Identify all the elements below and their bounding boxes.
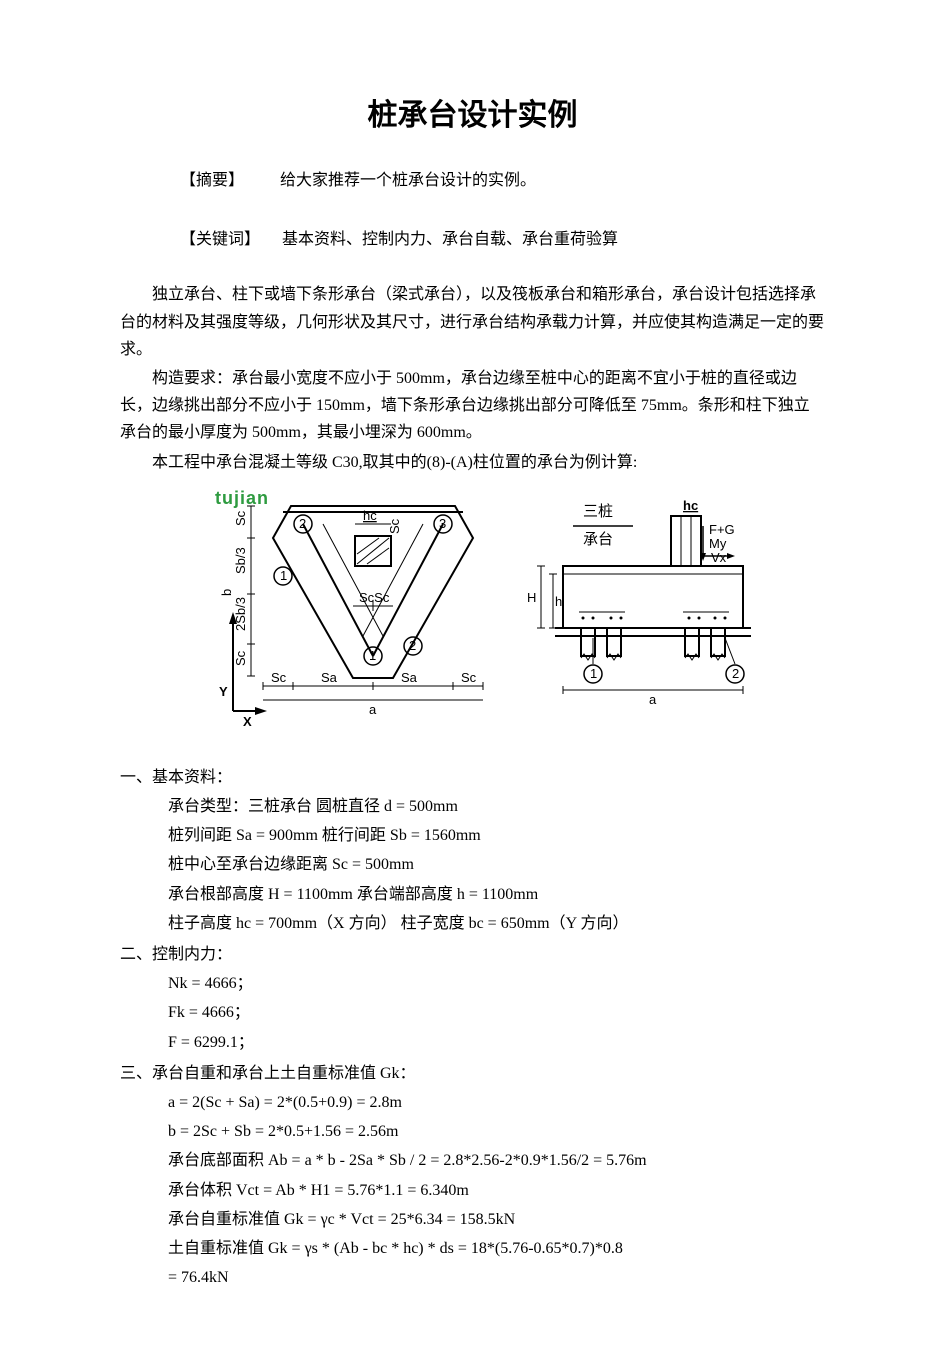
keywords-label: 【关键词】: [180, 226, 260, 253]
elev-fg: F+G: [709, 522, 735, 537]
hc-label: hc: [363, 508, 377, 523]
watermark-text: tujian: [215, 488, 269, 508]
page-title: 桩承台设计实例: [120, 90, 825, 141]
section-1-head: 一、基本资料：: [120, 764, 825, 791]
s1-line: 桩列间距 Sa = 900mm 桩行间距 Sb = 1560mm: [168, 822, 825, 849]
dim-sc-bot: Sc: [233, 650, 248, 666]
intro-p3: 本工程中承台混凝土等级 C30,取其中的(8)-(A)柱位置的承台为例计算:: [120, 449, 825, 476]
dim-sa-1: Sa: [321, 670, 338, 685]
dim-sc-r: Sc: [461, 670, 477, 685]
elev-my: My: [709, 536, 727, 551]
pile-cap-diagram: tujian Y X Sc Sb/3: [193, 486, 753, 741]
axis-y-label: Y: [219, 684, 228, 699]
s3-line: 土自重标准值 Gk = γs * (Ab - bc * hc) * ds = 1…: [168, 1235, 825, 1262]
pile-3: 3: [439, 516, 446, 531]
dim-2sb3: 2Sb/3: [233, 597, 248, 631]
elev-title1: 三桩: [583, 503, 613, 520]
s3-line: 承台底部面积 Ab = a * b - 2Sa * Sb / 2 = 2.8*2…: [168, 1147, 825, 1174]
elev-n1: 1: [590, 666, 597, 681]
intro-p2: 构造要求：承台最小宽度不应小于 500mm，承台边缘至桩中心的距离不宜小于桩的直…: [120, 365, 825, 447]
elev-hc: hc: [683, 498, 698, 513]
pile-1: 1: [280, 568, 287, 583]
s2-line: Fk = 4666；: [168, 999, 825, 1026]
s1-line: 柱子高度 hc = 700mm（X 方向） 柱子宽度 bc = 650mm（Y …: [168, 910, 825, 937]
dim-a: a: [369, 702, 377, 717]
dim-sa-2: Sa: [401, 670, 418, 685]
elev-title2: 承台: [583, 531, 613, 548]
section-2-head: 二、控制内力：: [120, 941, 825, 968]
pile-1b: 1: [369, 648, 376, 663]
pile-2: 2: [299, 516, 306, 531]
abstract-text: 给大家推荐一个桩承台设计的实例。: [280, 172, 536, 189]
dim-sc-top: Sc: [233, 510, 248, 526]
callout-2: 2: [409, 638, 416, 653]
s2-line: Nk = 4666；: [168, 970, 825, 997]
section-3-head: 三、承台自重和承台上土自重标准值 Gk：: [120, 1060, 825, 1087]
intro-p1: 独立承台、柱下或墙下条形承台（梁式承台），以及筏板承台和箱形承台，承台设计包括选…: [120, 281, 825, 363]
elev-a: a: [649, 692, 657, 707]
scsc-label: ScSc: [359, 590, 390, 605]
s3-line: a = 2(Sc + Sa) = 2*(0.5+0.9) = 2.8m: [168, 1089, 825, 1116]
sc-col: Sc: [387, 518, 402, 534]
s3-line: b = 2Sc + Sb = 2*0.5+1.56 = 2.56m: [168, 1118, 825, 1145]
elev-H: H: [527, 590, 536, 605]
diagram-container: tujian Y X Sc Sb/3: [120, 486, 825, 750]
elevation-view: 三桩 承台 hc F+G My Vx: [527, 498, 751, 707]
s1-line: 桩中心至承台边缘距离 Sc = 500mm: [168, 851, 825, 878]
elev-n2: 2: [732, 666, 739, 681]
document-page: 桩承台设计实例 【摘要】 给大家推荐一个桩承台设计的实例。 【关键词】 基本资料…: [0, 0, 945, 1353]
plan-view: Y X Sc Sb/3 2Sb/3 Sc b: [219, 506, 483, 729]
s2-line: F = 6299.1；: [168, 1029, 825, 1056]
s1-line: 承台根部高度 H = 1100mm 承台端部高度 h = 1100mm: [168, 881, 825, 908]
elev-h: h: [555, 594, 562, 609]
dim-sb3: Sb/3: [233, 547, 248, 574]
dim-sc-l: Sc: [271, 670, 287, 685]
keywords-text: 基本资料、控制内力、承台自载、承台重荷验算: [282, 231, 618, 248]
elev-vx: Vx: [711, 550, 727, 565]
s3-line: = 76.4kN: [168, 1264, 825, 1291]
abstract-label: 【摘要】: [180, 167, 244, 194]
s3-line: 承台体积 Vct = Ab * H1 = 5.76*1.1 = 6.340m: [168, 1177, 825, 1204]
spacer: [120, 200, 825, 220]
spacer: [120, 259, 825, 279]
s3-line: 承台自重标准值 Gk = γc * Vct = 25*6.34 = 158.5k…: [168, 1206, 825, 1233]
dim-b: b: [219, 588, 234, 595]
abstract-line: 【摘要】 给大家推荐一个桩承台设计的实例。: [180, 167, 825, 194]
axis-x-label: X: [243, 714, 252, 729]
s1-line: 承台类型：三桩承台 圆桩直径 d = 500mm: [168, 793, 825, 820]
keywords-line: 【关键词】 基本资料、控制内力、承台自载、承台重荷验算: [180, 226, 825, 253]
